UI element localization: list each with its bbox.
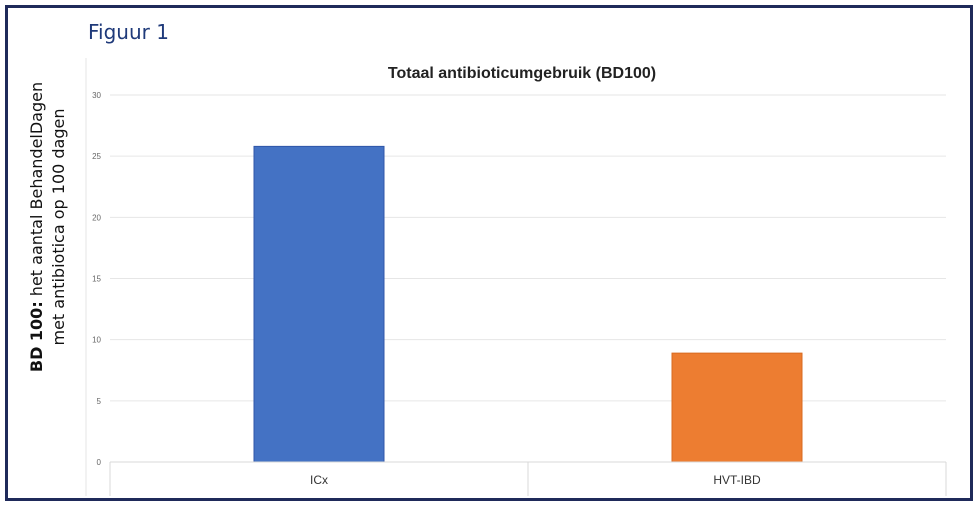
bar-icx	[253, 145, 385, 463]
bars	[253, 145, 803, 463]
figure-frame	[5, 5, 973, 501]
y-tick-label: 20	[92, 213, 101, 222]
y-tick-labels: 0 5 10 15 20 25 30	[92, 91, 101, 467]
gridlines	[110, 94, 946, 463]
x-axis: ICx HVT-IBD	[109, 461, 947, 496]
y-tick-label: 0	[97, 458, 102, 467]
bar-hvt-ibd	[671, 352, 803, 463]
chart-title: Totaal antibioticumgebruik (BD100)	[388, 65, 656, 82]
y-tick-label: 30	[92, 91, 101, 100]
y-tick-label: 15	[92, 275, 101, 284]
y-tick-label: 25	[92, 152, 101, 161]
figure-label: Figuur 1	[88, 20, 169, 44]
x-tick-label: ICx	[310, 473, 328, 487]
y-tick-label: 10	[92, 336, 101, 345]
x-tick-label: HVT-IBD	[713, 473, 761, 487]
y-tick-label: 5	[97, 397, 102, 406]
